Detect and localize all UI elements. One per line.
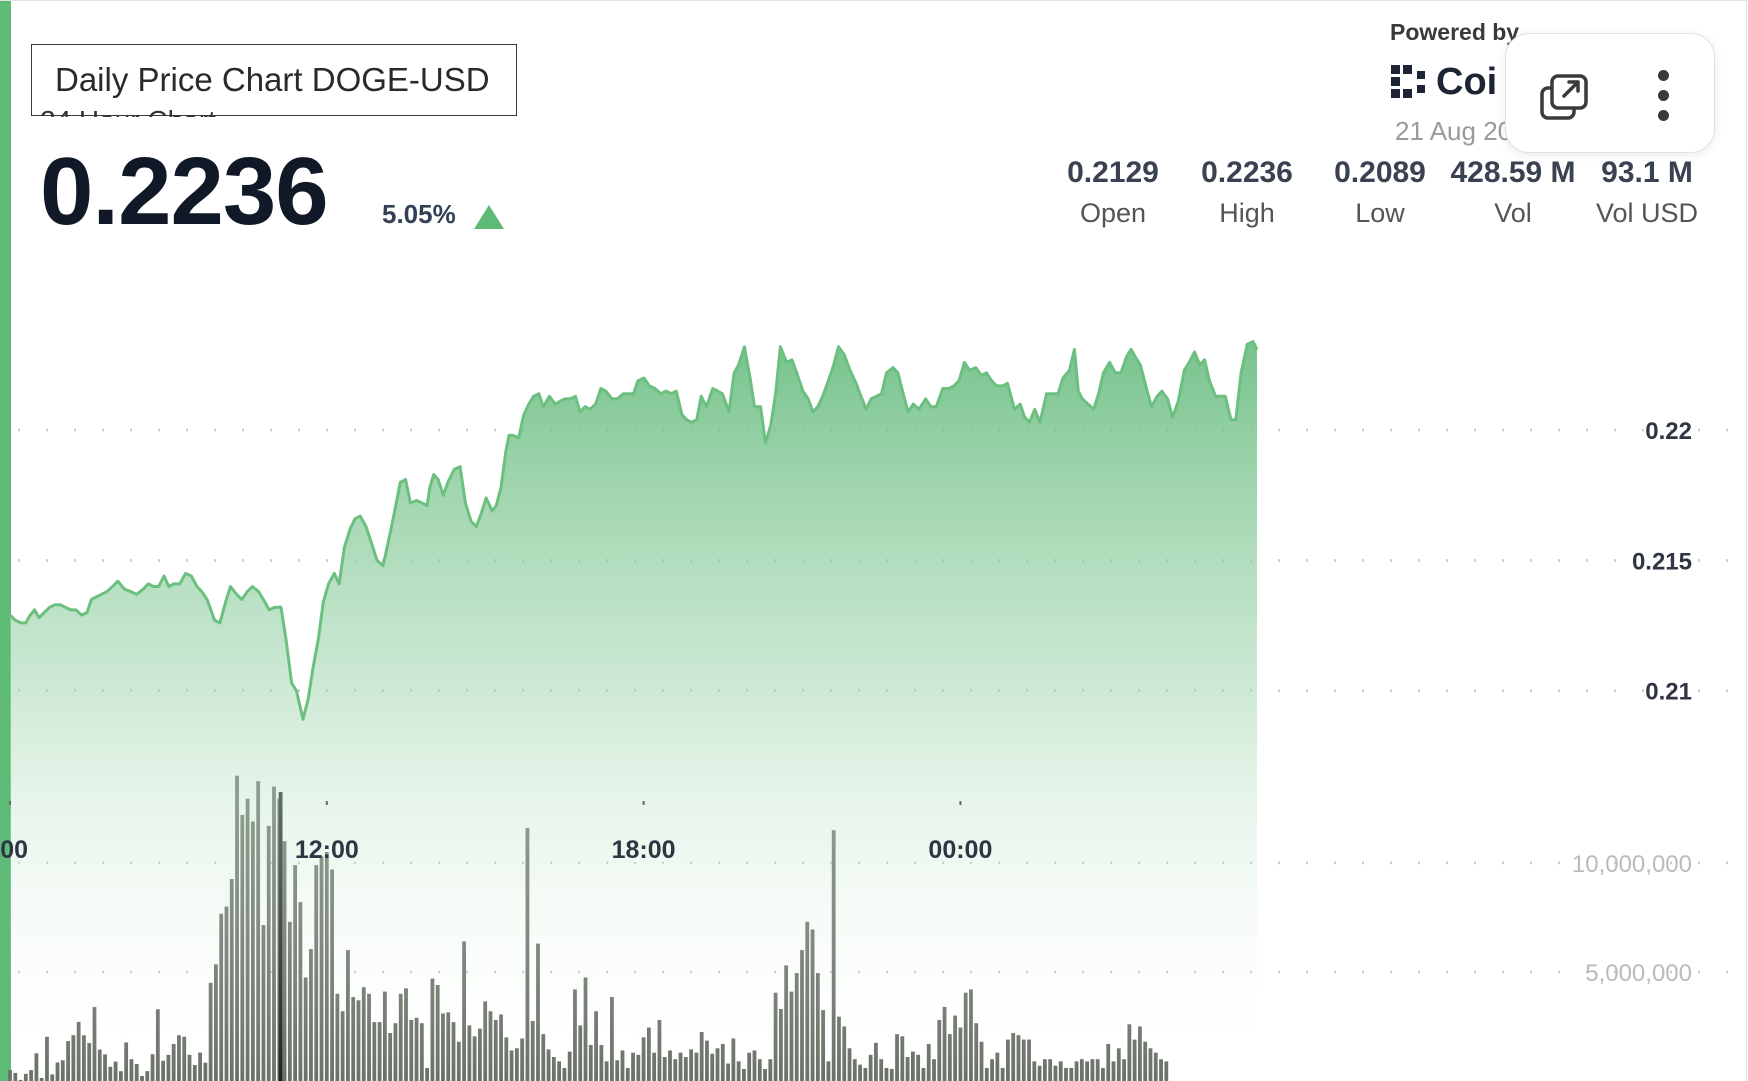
more-options-button[interactable]	[1646, 62, 1682, 128]
price-tick-label: 0.21	[1645, 679, 1692, 706]
volume-tick-label: 10,000,000	[1572, 851, 1692, 878]
stat-open-label: Open	[1079, 198, 1147, 228]
price-area-fill	[10, 341, 1257, 1081]
current-price: 0.2236	[40, 138, 329, 245]
volume-tick-label: 5,000,000	[1585, 960, 1692, 987]
chart-subtitle: 24 Hour Chart	[40, 93, 216, 117]
stat-high: 0.2236 High	[1177, 156, 1317, 229]
chart-toolbar	[1505, 33, 1715, 153]
stat-high-value: 0.2236	[1201, 156, 1293, 189]
left-accent-bar	[0, 1, 11, 1081]
stat-volume-usd-value: 93.1 M	[1601, 156, 1693, 189]
stat-low: 0.2089 Low	[1310, 156, 1450, 229]
stat-low-label: Low	[1355, 198, 1405, 228]
price-tick-label: 0.22	[1645, 418, 1692, 445]
stat-volume-label: Vol	[1494, 198, 1532, 228]
price-area	[8, 340, 1259, 1081]
popout-icon	[1540, 74, 1588, 120]
coindesk-logo-icon	[1391, 65, 1425, 98]
stat-volume-usd: 93.1 M Vol USD	[1577, 156, 1717, 229]
time-tick-label: 12:00	[295, 836, 359, 864]
stat-open-value: 0.2129	[1067, 156, 1159, 189]
stat-low-value: 0.2089	[1334, 156, 1426, 189]
chart-title: Daily Price Chart DOGE-USD	[31, 44, 517, 116]
price-change-percent: 5.05%	[382, 199, 456, 229]
price-tick-label: 0.215	[1632, 548, 1692, 575]
stat-open: 0.2129 Open	[1043, 156, 1183, 229]
stat-volume-usd-label: Vol USD	[1595, 198, 1699, 228]
chart-date: 21 Aug 20	[1395, 116, 1513, 146]
powered-by-label: Powered by	[1390, 19, 1520, 45]
up-arrow-icon	[474, 205, 504, 229]
time-tick-label: 18:00	[612, 836, 676, 864]
stat-volume: 428.59 M Vol	[1443, 156, 1583, 229]
stat-high-label: High	[1219, 198, 1275, 228]
coindesk-logo-text: Coi	[1436, 61, 1498, 103]
more-vertical-icon	[1646, 62, 1682, 128]
time-tick-label: 00:00	[928, 836, 992, 864]
axis-ticks: 0.21 0.215 0.22 5,000,000 10,000,000 :00 12:00…	[0, 418, 1692, 987]
popout-button[interactable]	[1536, 62, 1602, 128]
price-line	[8, 340, 1259, 721]
stat-volume-value: 428.59 M	[1450, 156, 1576, 189]
time-tick-label: :00	[0, 836, 28, 864]
